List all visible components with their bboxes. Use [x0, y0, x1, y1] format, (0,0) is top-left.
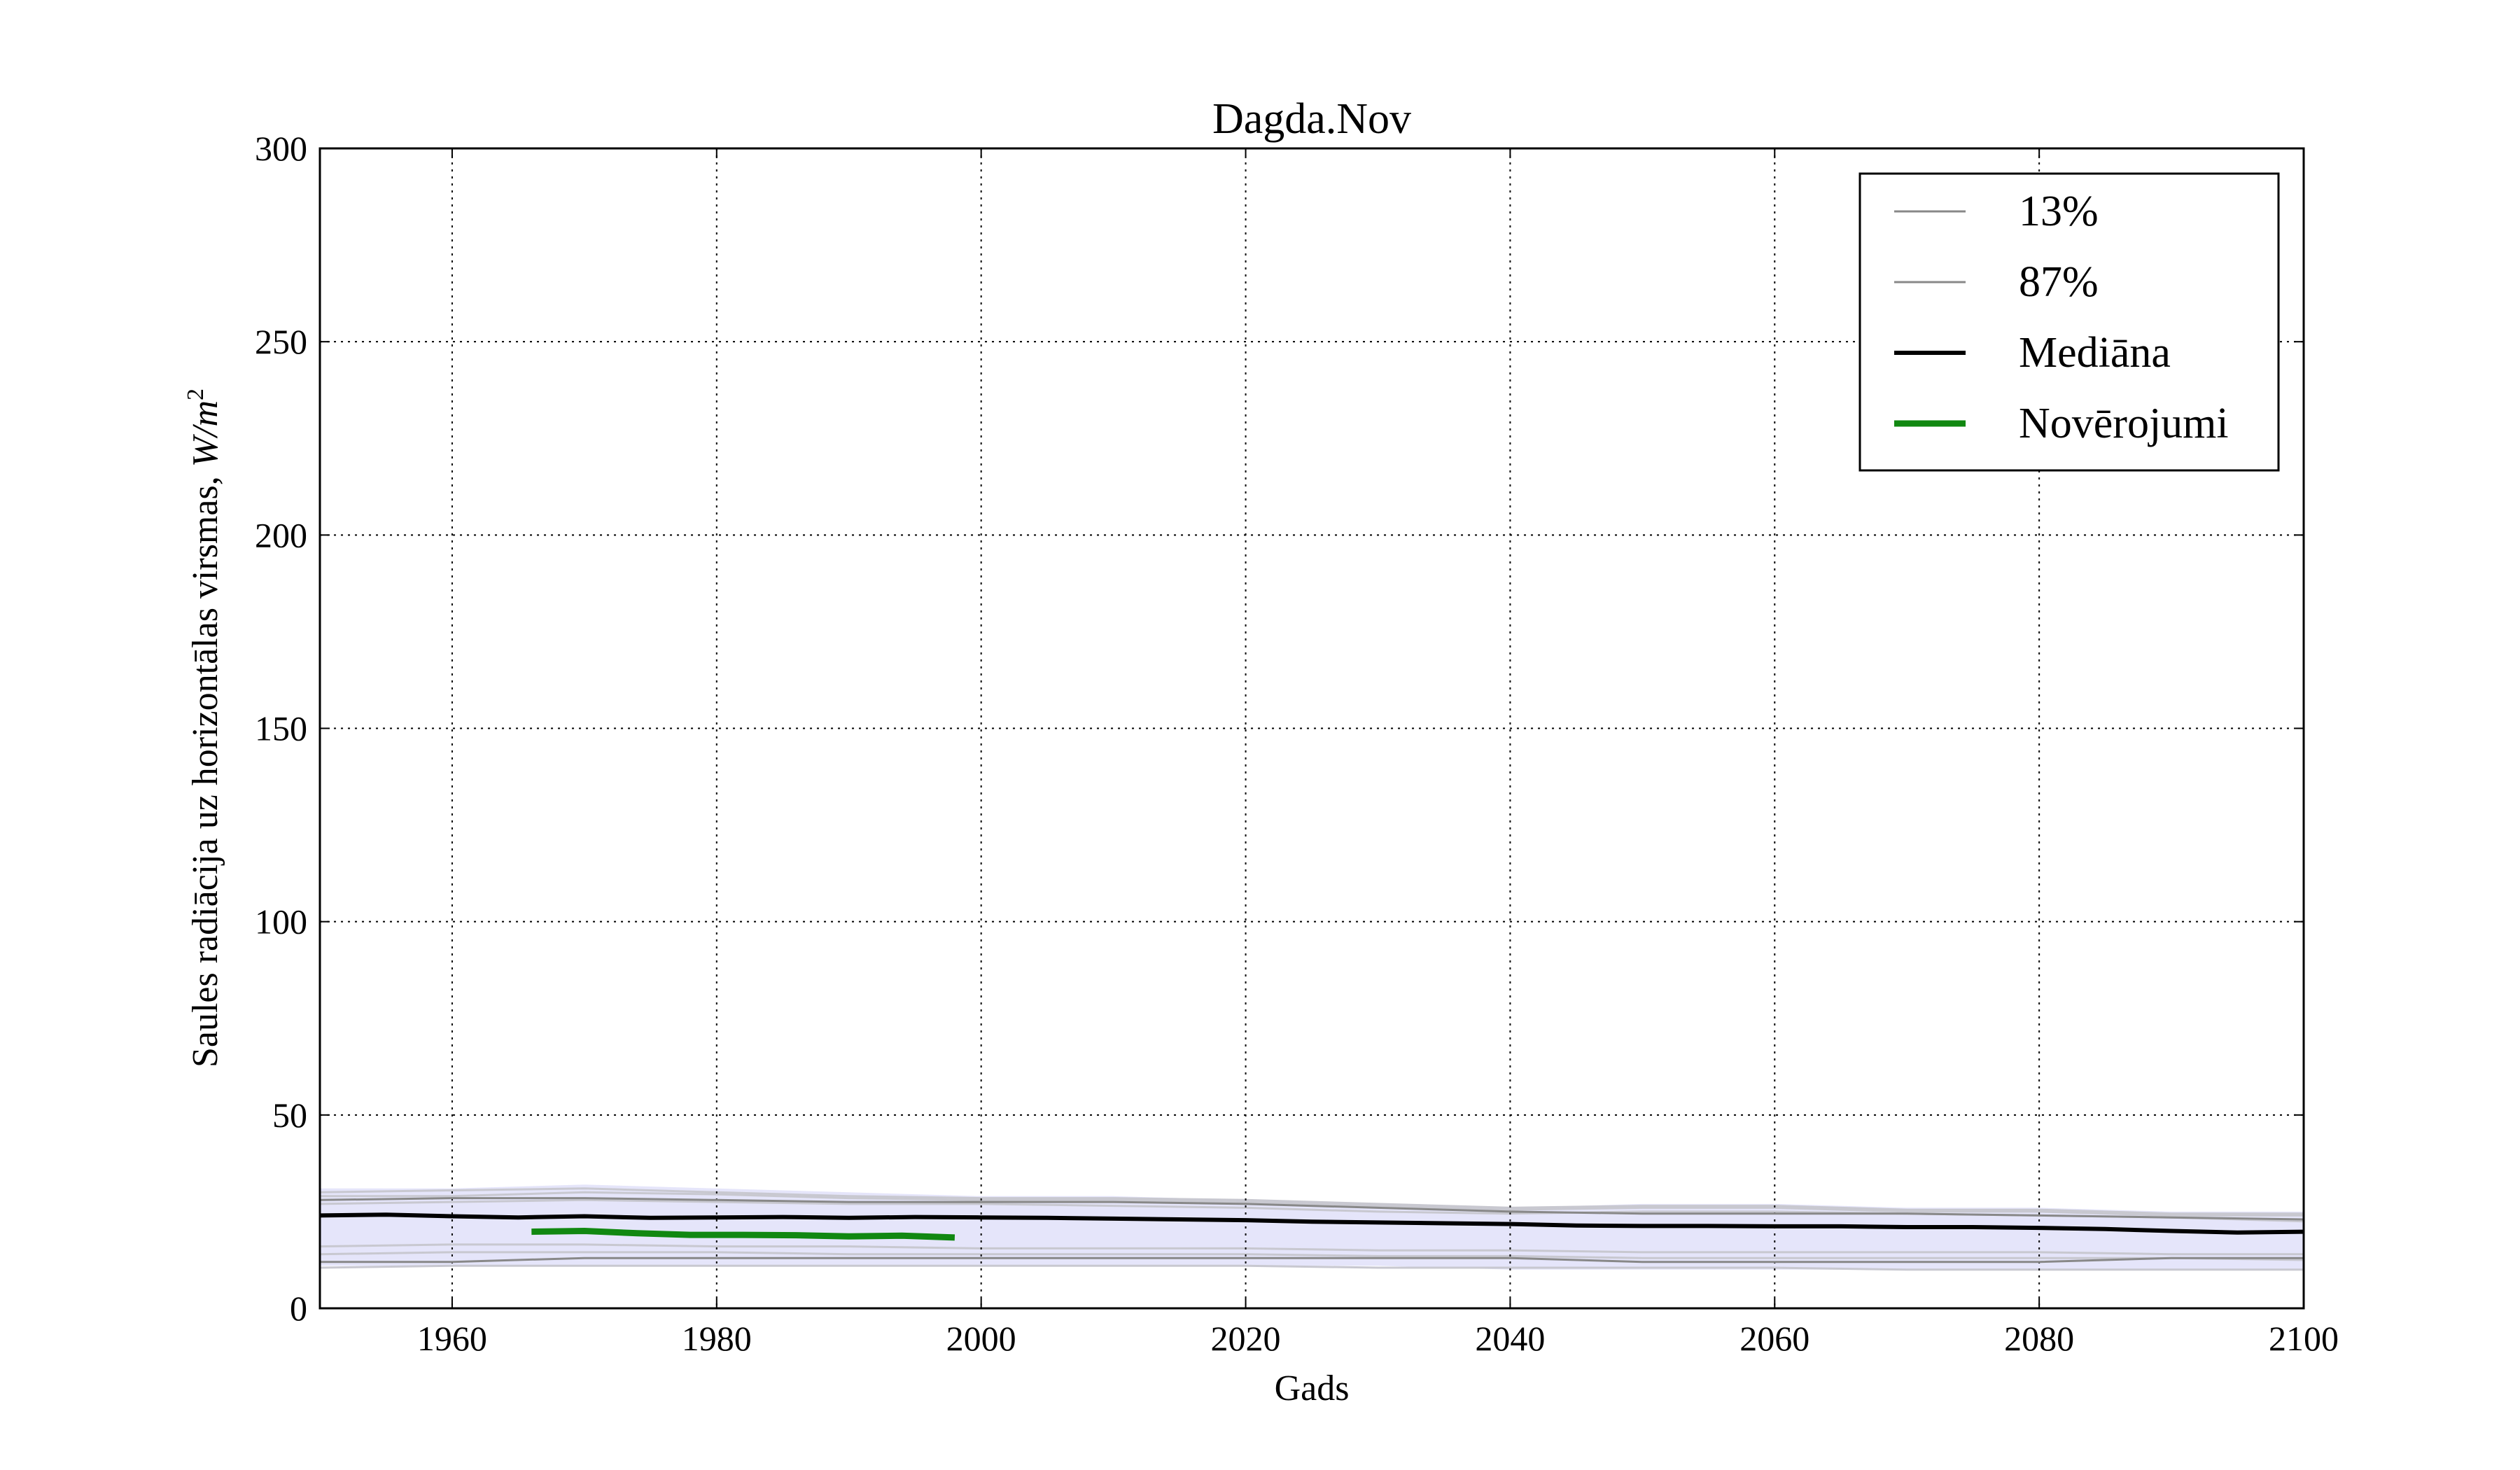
- x-tick-label: 2000: [946, 1319, 1016, 1358]
- series-line-1: [320, 1256, 2304, 1264]
- x-tick-label: 2020: [1211, 1319, 1281, 1358]
- legend-label-2: 87%: [2019, 258, 2099, 306]
- y-tick-label: 300: [255, 129, 307, 168]
- x-axis-label: Gads: [1275, 1368, 1350, 1408]
- axis-ticks: 1960 1980 2000 2020 2040 2060 2080 2100 0 50 100 15…: [255, 129, 2339, 1358]
- y-axis-label-text: Saules radiācija uz horizontālas virsmas…: [186, 467, 225, 1068]
- x-tick-label: 1960: [417, 1319, 487, 1358]
- legend-label-4: Novērojumi: [2019, 400, 2229, 447]
- chart-title: Dagda.Nov: [1212, 95, 1411, 143]
- series-lines: [319, 1197, 2304, 1264]
- y-axis-label: Saules radiācija uz horizontālas virsmas…: [183, 388, 225, 1068]
- ensemble-line-6: [319, 1264, 2304, 1271]
- x-tick-label: 2060: [1740, 1319, 1809, 1358]
- y-axis-label-unit: W/m: [186, 400, 225, 467]
- ensemble-line-1: [319, 1187, 2304, 1215]
- y-axis-label-unit-exponent: 2: [183, 388, 209, 400]
- ensemble-line-5: [319, 1251, 2304, 1261]
- x-tick-label: 1980: [682, 1319, 752, 1358]
- legend-label-1: 13%: [2019, 188, 2099, 235]
- y-tick-label: 150: [255, 709, 307, 748]
- y-tick-label: 0: [290, 1289, 307, 1328]
- legend: 13% 87% Mediāna Novērojumi: [1858, 172, 2280, 472]
- series-line-2: [319, 1197, 2304, 1221]
- y-tick-label: 100: [255, 902, 307, 941]
- x-tick-label: 2080: [2004, 1319, 2074, 1358]
- x-tick-label: 2100: [2269, 1319, 2339, 1358]
- y-tick-label: 200: [255, 515, 307, 554]
- ensemble-line-3: [320, 1191, 2304, 1217]
- y-tick-label: 250: [255, 322, 307, 361]
- ensemble-line-4: [319, 1243, 2304, 1256]
- y-tick-label: 50: [272, 1096, 307, 1135]
- series-line-4: [531, 1228, 955, 1241]
- plot-area: [319, 148, 2304, 1308]
- x-tick-label: 2040: [1475, 1319, 1545, 1358]
- legend-label-3: Mediāna: [2019, 329, 2171, 377]
- series-line-3: [319, 1212, 2304, 1235]
